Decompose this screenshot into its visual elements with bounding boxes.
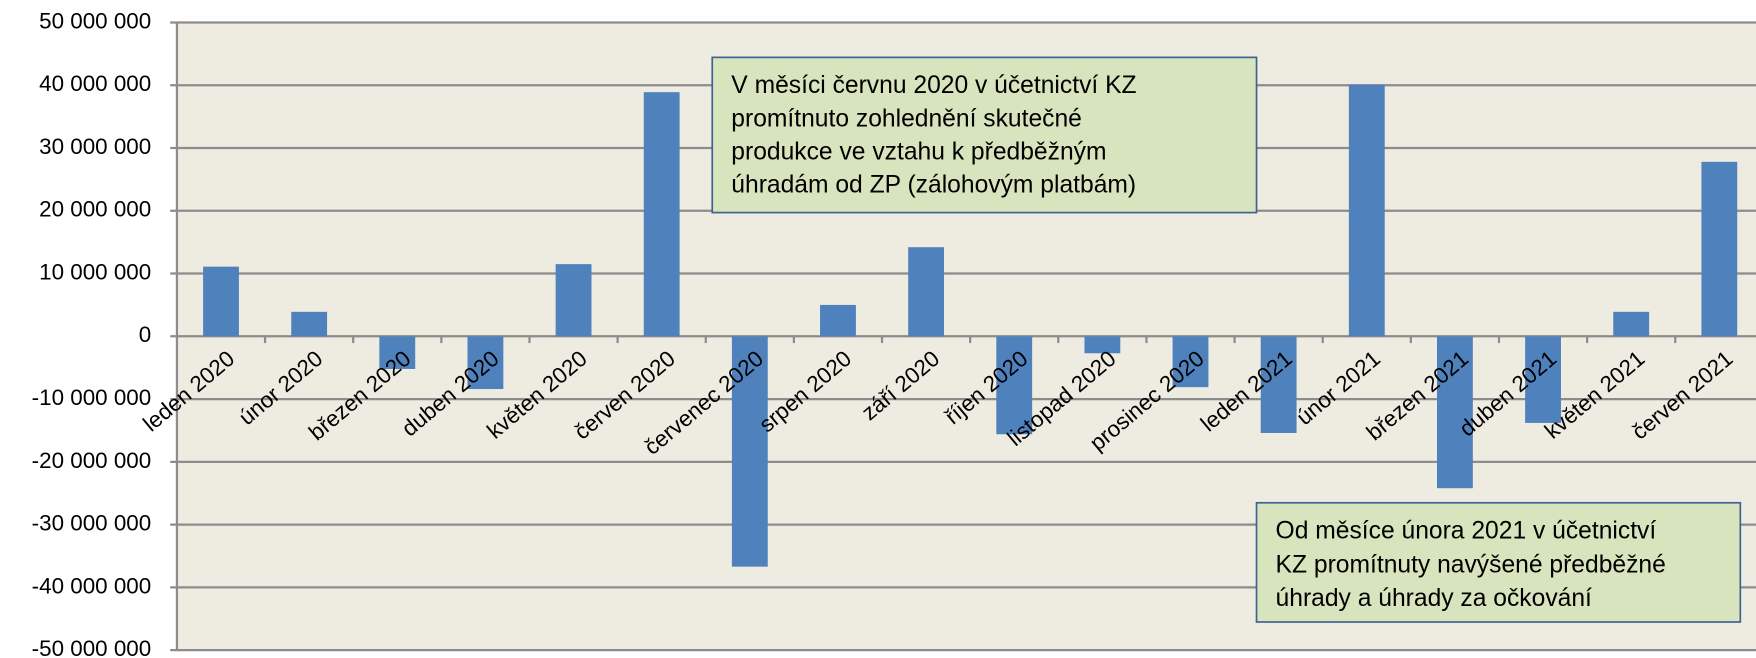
y-tick-label: 0 xyxy=(139,322,151,347)
bar xyxy=(379,336,416,369)
bar xyxy=(996,336,1033,435)
bar xyxy=(1525,336,1561,423)
annotation-text: úhrady a úhrady za očkování xyxy=(1276,585,1592,612)
y-tick-label: 40 000 000 xyxy=(39,71,151,96)
annotation-box xyxy=(711,56,1258,214)
bar xyxy=(643,92,680,337)
annotation-text: produkce ve vztahu k předběžným xyxy=(731,138,1106,165)
y-tick-label: -40 000 000 xyxy=(32,573,152,598)
annotation-text: KZ promítnuty navýšené předběžné xyxy=(1276,551,1666,578)
bar xyxy=(908,247,945,337)
y-tick-label: -50 000 000 xyxy=(32,636,152,658)
annotation-text: promítnuto zohlednění skutečné xyxy=(731,105,1082,132)
y-tick-label: -10 000 000 xyxy=(32,385,152,410)
annotation: Od měsíce února 2021 v účetnictví KZ prom… xyxy=(1255,501,1742,623)
bar xyxy=(467,336,504,390)
y-tick-label: 20 000 000 xyxy=(39,197,151,222)
bar xyxy=(1436,336,1473,489)
bar xyxy=(1348,84,1385,337)
y-tick-label: -20 000 000 xyxy=(32,448,152,473)
bar xyxy=(1701,161,1738,337)
annotation-text: V měsíci červnu 2020 v účetnictví KZ xyxy=(731,72,1136,99)
bar xyxy=(731,336,768,567)
bar xyxy=(1172,336,1209,388)
bar xyxy=(1613,311,1650,337)
y-tick-label: 50 000 000 xyxy=(39,8,151,33)
bar xyxy=(820,304,856,337)
y-tick-label: 10 000 000 xyxy=(39,259,151,284)
annotation: V měsíci červnu 2020 v účetnictví KZ prom… xyxy=(711,56,1258,214)
bar xyxy=(203,266,239,337)
bar xyxy=(1260,336,1297,433)
bar xyxy=(1084,336,1121,354)
annotation-text: úhradám od ZP (zálohovým platbám) xyxy=(731,172,1136,199)
y-tick-label: 30 000 000 xyxy=(39,134,151,159)
bar xyxy=(555,264,592,337)
annotation-box xyxy=(1255,501,1742,623)
y-tick-label: -30 000 000 xyxy=(32,510,152,535)
annotation-text: Od měsíce února 2021 v účetnictví xyxy=(1276,518,1657,545)
bar xyxy=(291,311,328,337)
